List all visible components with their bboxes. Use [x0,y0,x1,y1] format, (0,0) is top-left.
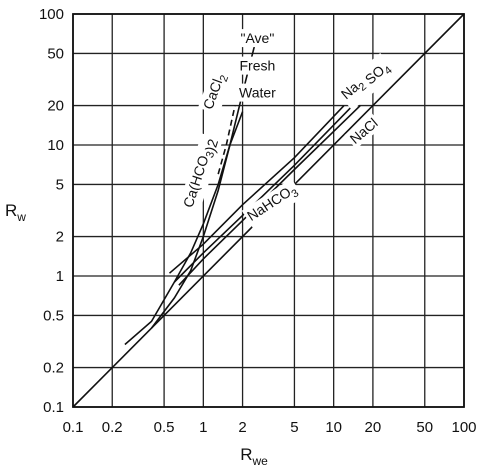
annotation-0: CaCl2 [197,68,233,116]
annotation-3: Fresh [237,56,278,75]
y-axis-label: Rw [5,201,26,224]
series-line-2 [124,111,244,346]
x-tick-label-2: 0.5 [154,419,175,436]
annotation-2: "Ave" [238,29,277,48]
y-tick-label-2: 0.5 [43,307,64,324]
annotation-7: NaCl [344,112,383,149]
x-tick-label-3: 1 [199,419,207,436]
x-tick-label-1: 0.2 [102,419,123,436]
x-tick-label-6: 10 [325,419,342,436]
y-tick-label-4: 2 [56,229,64,246]
x-tick-label-9: 100 [451,419,476,436]
x-axis-label: Rwe [240,445,268,468]
plot-frame [72,13,465,408]
series-line-4 [168,105,345,274]
series-line-5 [173,105,354,283]
series-line-3 [217,105,236,175]
x-tick-label-7: 20 [365,419,382,436]
annotation-4: Water [236,83,279,102]
x-tick-label-8: 50 [416,419,433,436]
y-tick-label-3: 1 [56,268,64,285]
tick-labels: 0.1 0.2 0.5 1 2 5 10 20 50 100 0.1 0.2 0.5 1 2 5 10 20 50 1… [39,6,477,436]
annotation-6: Na2 SO4 [335,53,397,111]
svg-text:Fresh: Fresh [240,58,276,74]
x-tick-label-4: 2 [238,419,246,436]
y-tick-label-8: 50 [47,45,64,62]
y-tick-label-9: 100 [39,6,64,23]
y-tick-label-7: 20 [47,98,64,115]
svg-text:Water: Water [239,85,276,101]
series-line-6 [178,105,361,286]
svg-text:"Ave": "Ave" [240,30,274,46]
y-tick-label-6: 10 [47,137,64,154]
y-tick-label-5: 5 [56,176,64,193]
y-tick-label-1: 0.2 [43,360,64,377]
y-tick-label-0: 0.1 [43,399,64,416]
x-tick-label-5: 5 [290,419,298,436]
x-tick-label-0: 0.1 [63,419,84,436]
